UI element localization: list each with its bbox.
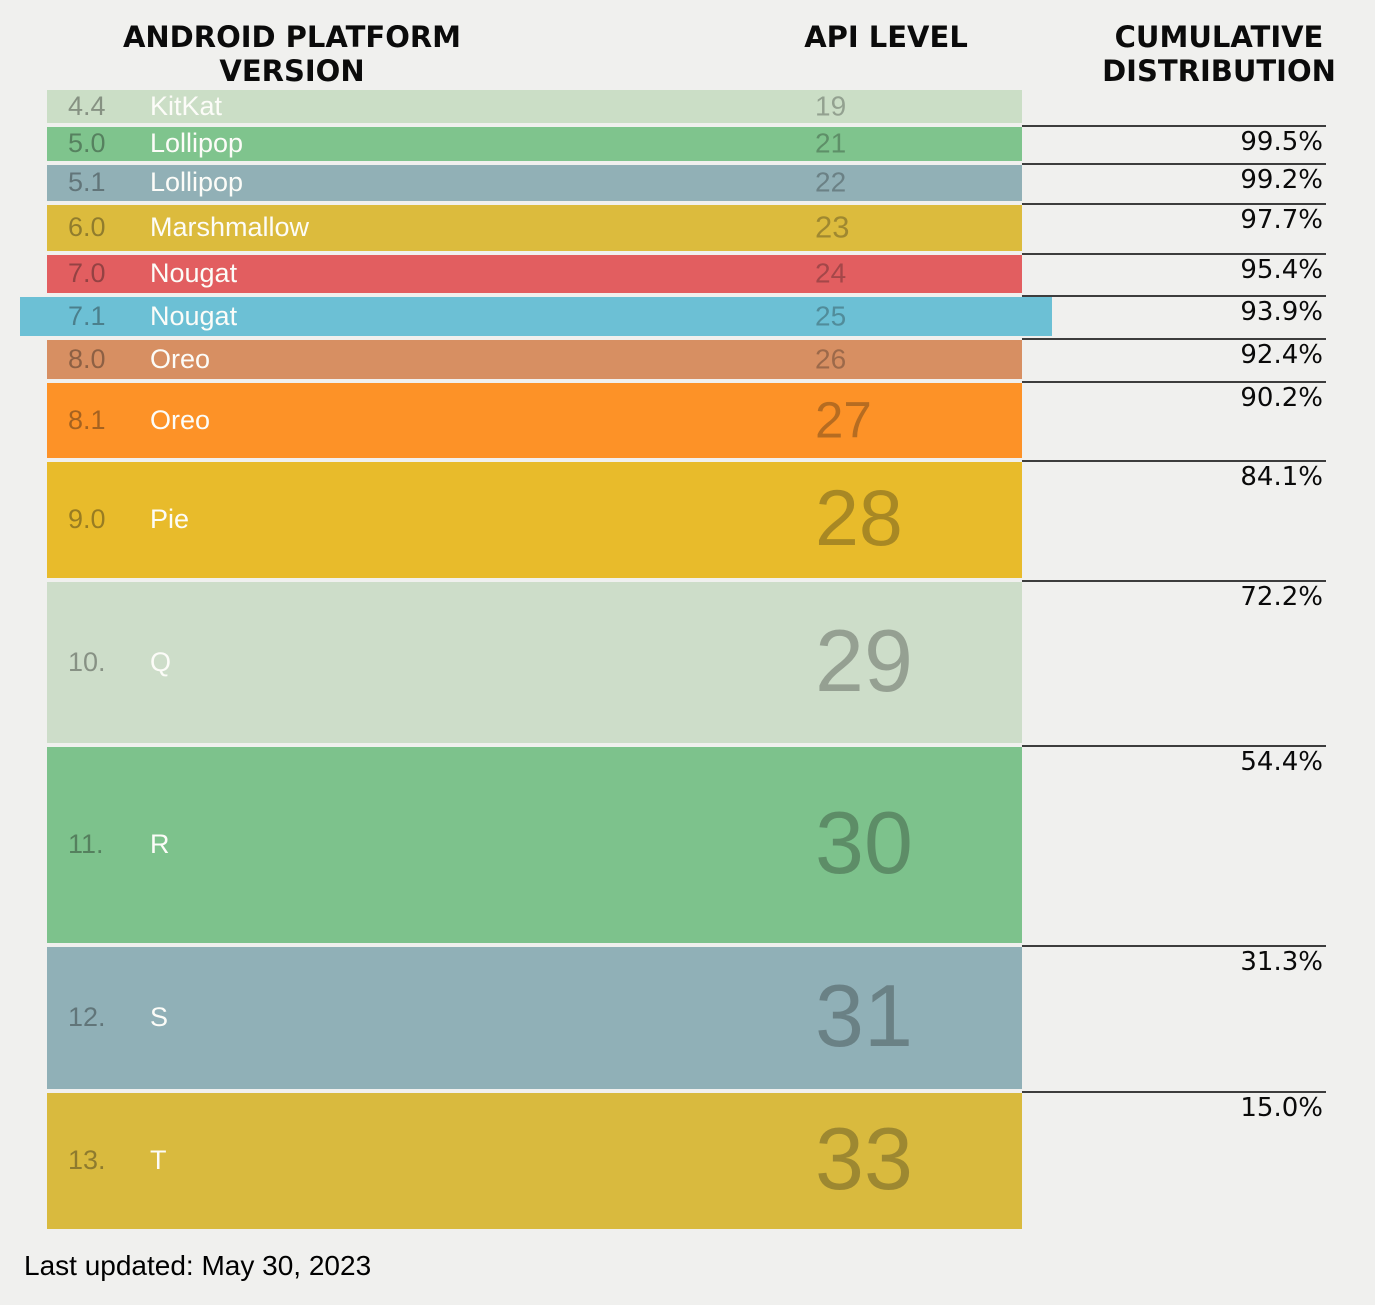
platform-version-row[interactable]: 7.0 Nougat 24: [0, 255, 1375, 293]
platform-version-row[interactable]: 12. S 31: [0, 947, 1375, 1089]
api-level-value: 33: [815, 1108, 913, 1208]
column-header-api-level: API LEVEL: [804, 20, 968, 54]
cumulative-divider-line: [1022, 125, 1326, 127]
cumulative-divider-line: [1022, 945, 1326, 947]
version-codename-label: Oreo: [150, 404, 211, 435]
cumulative-distribution-value: 99.5%: [1240, 127, 1323, 157]
api-level-value: 28: [815, 473, 903, 563]
version-codename-label: Lollipop: [150, 166, 244, 197]
api-level-value: 30: [815, 792, 913, 892]
platform-version-row[interactable]: 6.0 Marshmallow 23: [0, 205, 1375, 251]
version-number-label: 9.0: [68, 503, 106, 534]
cumulative-divider-line: [1022, 253, 1326, 255]
version-number-label: 7.1: [68, 300, 106, 331]
cumulative-distribution-value: 15.0%: [1240, 1093, 1323, 1123]
cumulative-distribution-value: 99.2%: [1240, 165, 1323, 195]
cumulative-distribution-value: 95.4%: [1240, 255, 1323, 285]
version-codename-label: R: [150, 828, 170, 859]
version-number-label: 5.1: [68, 166, 106, 197]
column-header-cumulative-distribution: CUMULATIVE DISTRIBUTION: [1102, 20, 1336, 88]
version-number-label: 8.0: [68, 343, 106, 374]
version-bar[interactable]: [47, 747, 1022, 943]
version-number-label: 7.0: [68, 257, 106, 288]
cumulative-divider-line: [1022, 580, 1326, 582]
platform-version-row[interactable]: 7.1 Nougat 25: [0, 297, 1375, 336]
api-level-value: 27: [815, 390, 872, 448]
version-number-label: 6.0: [68, 211, 106, 242]
last-updated-label: Last updated: May 30, 2023: [24, 1250, 372, 1281]
version-number-label: 13.: [68, 1144, 106, 1175]
api-level-value: 24: [815, 257, 847, 289]
version-bar[interactable]: [47, 127, 1022, 161]
cumulative-divider-line: [1022, 338, 1326, 340]
cumulative-distribution-value: 93.9%: [1240, 297, 1323, 327]
platform-version-row[interactable]: 13. T 33: [0, 1093, 1375, 1229]
platform-version-row[interactable]: 4.4 KitKat 19: [0, 90, 1375, 123]
version-codename-label: Marshmallow: [150, 211, 310, 242]
version-bar[interactable]: [47, 947, 1022, 1089]
cumulative-divider-line: [1022, 460, 1326, 462]
version-number-label: 11.: [68, 828, 104, 859]
version-bar[interactable]: [47, 1093, 1022, 1229]
version-bar[interactable]: [47, 165, 1022, 201]
version-number-label: 12.: [68, 1001, 106, 1032]
cumulative-distribution-value: 84.1%: [1240, 462, 1323, 492]
cumulative-distribution-value: 31.3%: [1240, 947, 1323, 977]
cumulative-divider-line: [1022, 295, 1326, 297]
platform-version-row[interactable]: 5.1 Lollipop 22: [0, 165, 1375, 201]
platform-version-row[interactable]: 8.1 Oreo 27: [0, 383, 1375, 458]
version-bar[interactable]: [47, 462, 1022, 578]
cumulative-distribution-value: 92.4%: [1240, 340, 1323, 370]
cumulative-divider-line: [1022, 203, 1326, 205]
version-codename-label: Nougat: [150, 300, 238, 331]
version-number-label: 5.0: [68, 127, 106, 158]
platform-version-row[interactable]: 8.0 Oreo 26: [0, 340, 1375, 379]
api-level-value: 21: [815, 127, 847, 159]
version-codename-label: Nougat: [150, 257, 238, 288]
api-level-value: 31: [815, 965, 913, 1065]
version-codename-label: KitKat: [150, 90, 223, 121]
api-level-value: 22: [815, 166, 847, 198]
platform-version-row[interactable]: 9.0 Pie 28: [0, 462, 1375, 578]
platform-version-row[interactable]: 5.0 Lollipop 21: [0, 127, 1375, 161]
platform-version-row[interactable]: 10. Q 29: [0, 582, 1375, 743]
cumulative-divider-line: [1022, 163, 1326, 165]
cumulative-divider-line: [1022, 745, 1326, 747]
cumulative-distribution-value: 72.2%: [1240, 582, 1323, 612]
version-codename-label: Oreo: [150, 343, 211, 374]
api-level-value: 25: [815, 299, 847, 331]
api-level-value: 19: [815, 89, 847, 121]
version-bar[interactable]: [47, 582, 1022, 743]
api-level-value: 23: [815, 209, 850, 245]
version-codename-label: Q: [150, 646, 172, 677]
api-level-value: 26: [815, 342, 847, 374]
api-level-value: 29: [815, 610, 913, 710]
version-number-label: 4.4: [68, 90, 106, 121]
version-codename-label: T: [150, 1144, 167, 1175]
version-bar[interactable]: [47, 383, 1022, 458]
version-number-label: 8.1: [68, 404, 106, 435]
cumulative-divider-line: [1022, 1091, 1326, 1093]
version-codename-label: Lollipop: [150, 127, 244, 158]
version-bar[interactable]: [47, 90, 1022, 123]
version-codename-label: S: [150, 1001, 169, 1032]
cumulative-distribution-value: 97.7%: [1240, 205, 1323, 235]
version-number-label: 10.: [68, 646, 106, 677]
version-bar[interactable]: [47, 205, 1022, 251]
cumulative-distribution-value: 54.4%: [1240, 747, 1323, 777]
version-codename-label: Pie: [150, 503, 190, 534]
column-header-platform-version: ANDROID PLATFORM VERSION: [122, 20, 462, 88]
version-bar[interactable]: [47, 340, 1022, 379]
platform-version-row[interactable]: 11. R 30: [0, 747, 1375, 943]
cumulative-divider-line: [1022, 381, 1326, 383]
version-bar[interactable]: [47, 255, 1022, 293]
version-bar[interactable]: [20, 297, 1052, 336]
cumulative-distribution-value: 90.2%: [1240, 383, 1323, 413]
